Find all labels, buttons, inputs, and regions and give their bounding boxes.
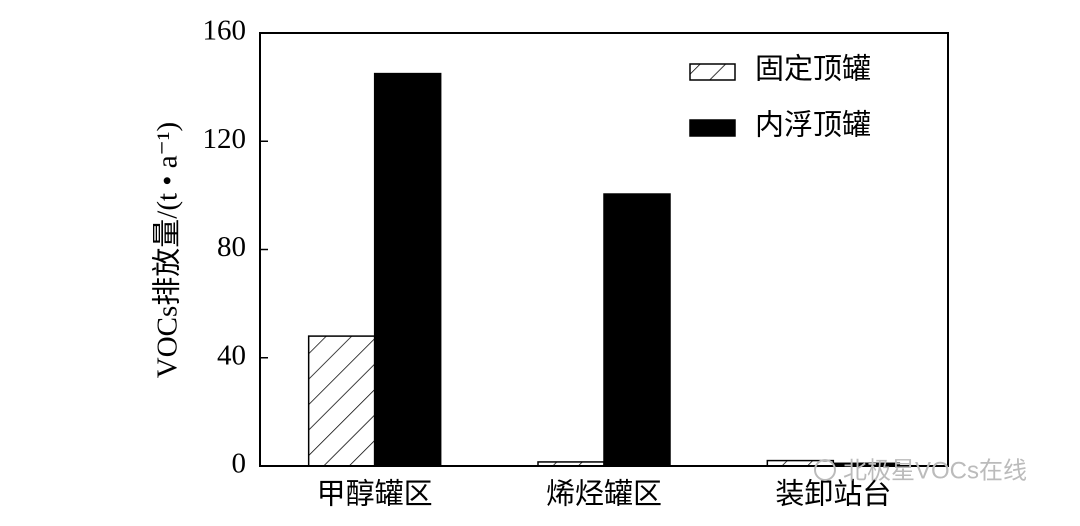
x-tick-label: 装卸站台 — [775, 478, 891, 511]
plot-frame — [259, 32, 949, 467]
legend-label: 内浮顶罐 — [755, 109, 871, 142]
bar — [603, 193, 671, 467]
bar — [373, 72, 442, 467]
legend-swatch — [689, 119, 736, 137]
x-tick-label: 烯烃罐区 — [546, 478, 662, 511]
x-tick-label: 甲醇罐区 — [317, 478, 433, 511]
y-tick-label: 80 — [217, 231, 246, 263]
watermark: 北极星VOCs在线 — [843, 457, 1027, 484]
y-tick-label: 40 — [217, 339, 246, 371]
legend-swatch — [689, 63, 736, 81]
watermark-icon — [814, 459, 836, 481]
y-tick-label: 120 — [203, 123, 247, 155]
legend-label: 固定顶罐 — [755, 53, 871, 86]
bar — [307, 335, 376, 467]
y-tick-label: 0 — [232, 448, 247, 480]
y-axis-label: VOCs排放量/(t • a⁻¹) — [151, 122, 184, 378]
y-tick-label: 160 — [203, 15, 247, 47]
